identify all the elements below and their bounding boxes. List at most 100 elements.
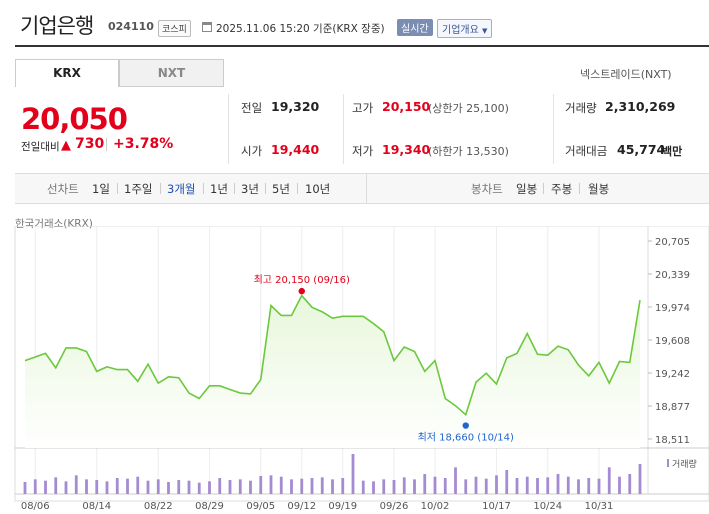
volume-bar (474, 476, 478, 494)
company-info-button[interactable]: 기업개요 ▼ (437, 19, 493, 38)
volume-bar (95, 480, 99, 494)
header-divider (15, 45, 709, 47)
volume-bar (177, 480, 181, 494)
low-annotation: 최저 18,660 (10/14) (418, 432, 514, 444)
stat-separator (343, 94, 344, 164)
volume-bar (23, 482, 27, 494)
x-tick-label: 08/22 (144, 501, 173, 512)
volume-bar (44, 480, 47, 494)
amount-unit: 백만 (662, 145, 683, 158)
high-label: 고가 (352, 101, 374, 115)
price-chart: 20,705 20,339 19,974 19,608 19,242 18,877 18,5… (14, 226, 709, 512)
volume-bar (556, 474, 560, 494)
volume-bar (228, 480, 232, 494)
volume-bar (505, 470, 509, 494)
volume-bar (638, 464, 642, 494)
low-value: 19,340 (382, 142, 431, 157)
stock-code: 024110 (108, 20, 154, 33)
nextrade-link[interactable]: 넥스트레이드(NXT) (580, 68, 672, 81)
volume-bar (413, 479, 416, 494)
line-chart-label: 선차트 (47, 182, 79, 196)
y-tick-label: 19,974 (655, 303, 690, 314)
volume-bar (351, 454, 355, 494)
stat-separator (553, 94, 554, 164)
price-line (24, 294, 641, 417)
open-label: 시가 (241, 144, 263, 158)
x-tick-label: 08/06 (21, 501, 50, 512)
price-change: 730 (75, 136, 105, 152)
period-divider (160, 183, 161, 194)
volume-legend-label: 거래량 (672, 458, 697, 470)
amount-label: 거래대금 (565, 144, 608, 158)
volume-bar (464, 479, 468, 494)
volume-bar (607, 467, 611, 494)
lower-limit: (하한가 13,530) (428, 145, 509, 158)
period-3y[interactable]: 3년 (241, 182, 259, 196)
volume-bar (423, 474, 427, 494)
volume-bar (197, 482, 201, 494)
low-label: 저가 (352, 144, 374, 158)
volume-bar (484, 478, 488, 494)
volume-bar (126, 478, 129, 494)
y-tick-label: 18,877 (655, 402, 690, 413)
volume-value: 2,310,269 (605, 99, 676, 114)
volume-bar (136, 476, 140, 494)
volume-bar (33, 479, 37, 494)
volume-bar (300, 478, 304, 494)
tab-nxt[interactable]: NXT (119, 59, 224, 87)
period-3m[interactable]: 3개월 (167, 182, 196, 196)
volume-bar (279, 476, 283, 494)
period-divider (117, 183, 118, 194)
chart-frame (14, 226, 709, 502)
x-tick-label: 08/14 (82, 501, 111, 512)
volume-bar (546, 477, 550, 494)
volume-bar (525, 476, 529, 494)
stat-separator (228, 94, 229, 164)
candle-weekly[interactable]: 주봉 (551, 182, 573, 196)
volume-bar (402, 477, 406, 494)
y-tick-label: 20,705 (655, 237, 690, 248)
volume-bar (249, 480, 252, 494)
period-10y[interactable]: 10년 (305, 182, 331, 196)
x-tick-label: 10/17 (482, 501, 511, 512)
period-1y[interactable]: 1년 (210, 182, 228, 196)
volume-bar (331, 479, 334, 494)
volume-bar (238, 479, 242, 494)
period-1w[interactable]: 1주일 (124, 182, 153, 196)
volume-bar (156, 479, 160, 494)
calendar-icon (202, 22, 212, 32)
volume-label: 거래량 (565, 101, 597, 115)
period-1d[interactable]: 1일 (92, 182, 110, 196)
change-separator (106, 138, 107, 151)
x-tick-label: 09/05 (246, 501, 275, 512)
high-value: 20,150 (382, 99, 431, 114)
volume-bar (85, 479, 88, 494)
volume-bar (269, 475, 273, 494)
x-tick-label: 10/31 (585, 501, 614, 512)
high-annotation: 최고 20,150 (09/16) (254, 274, 350, 286)
upper-limit: (상한가 25,100) (428, 102, 509, 115)
y-tick-label: 20,339 (655, 270, 690, 281)
price-change-percent: +3.78% (113, 136, 174, 152)
period-divider (265, 183, 266, 194)
period-selector (15, 173, 709, 204)
chevron-down-icon: ▼ (482, 27, 488, 35)
x-tick-label: 09/26 (380, 501, 409, 512)
candle-daily[interactable]: 일봉 (516, 182, 538, 196)
volume-bar (290, 479, 293, 494)
volume-bar (495, 475, 498, 494)
volume-bar (341, 478, 345, 494)
exchange-label: 한국거래소(KRX) (15, 218, 93, 230)
volume-bar (146, 480, 150, 494)
x-tick-label: 10/02 (421, 501, 450, 512)
market-badge: 코스피 (158, 20, 191, 37)
period-5y[interactable]: 5년 (272, 182, 290, 196)
period-divider (203, 183, 204, 194)
candle-chart-label: 봉차트 (471, 182, 503, 196)
candle-monthly[interactable]: 월봉 (588, 182, 610, 196)
tab-krx[interactable]: KRX (15, 59, 119, 87)
volume-bar (54, 477, 58, 494)
y-tick-label: 19,608 (655, 336, 690, 347)
volume-bar (382, 479, 386, 494)
volume-bar (597, 478, 601, 494)
